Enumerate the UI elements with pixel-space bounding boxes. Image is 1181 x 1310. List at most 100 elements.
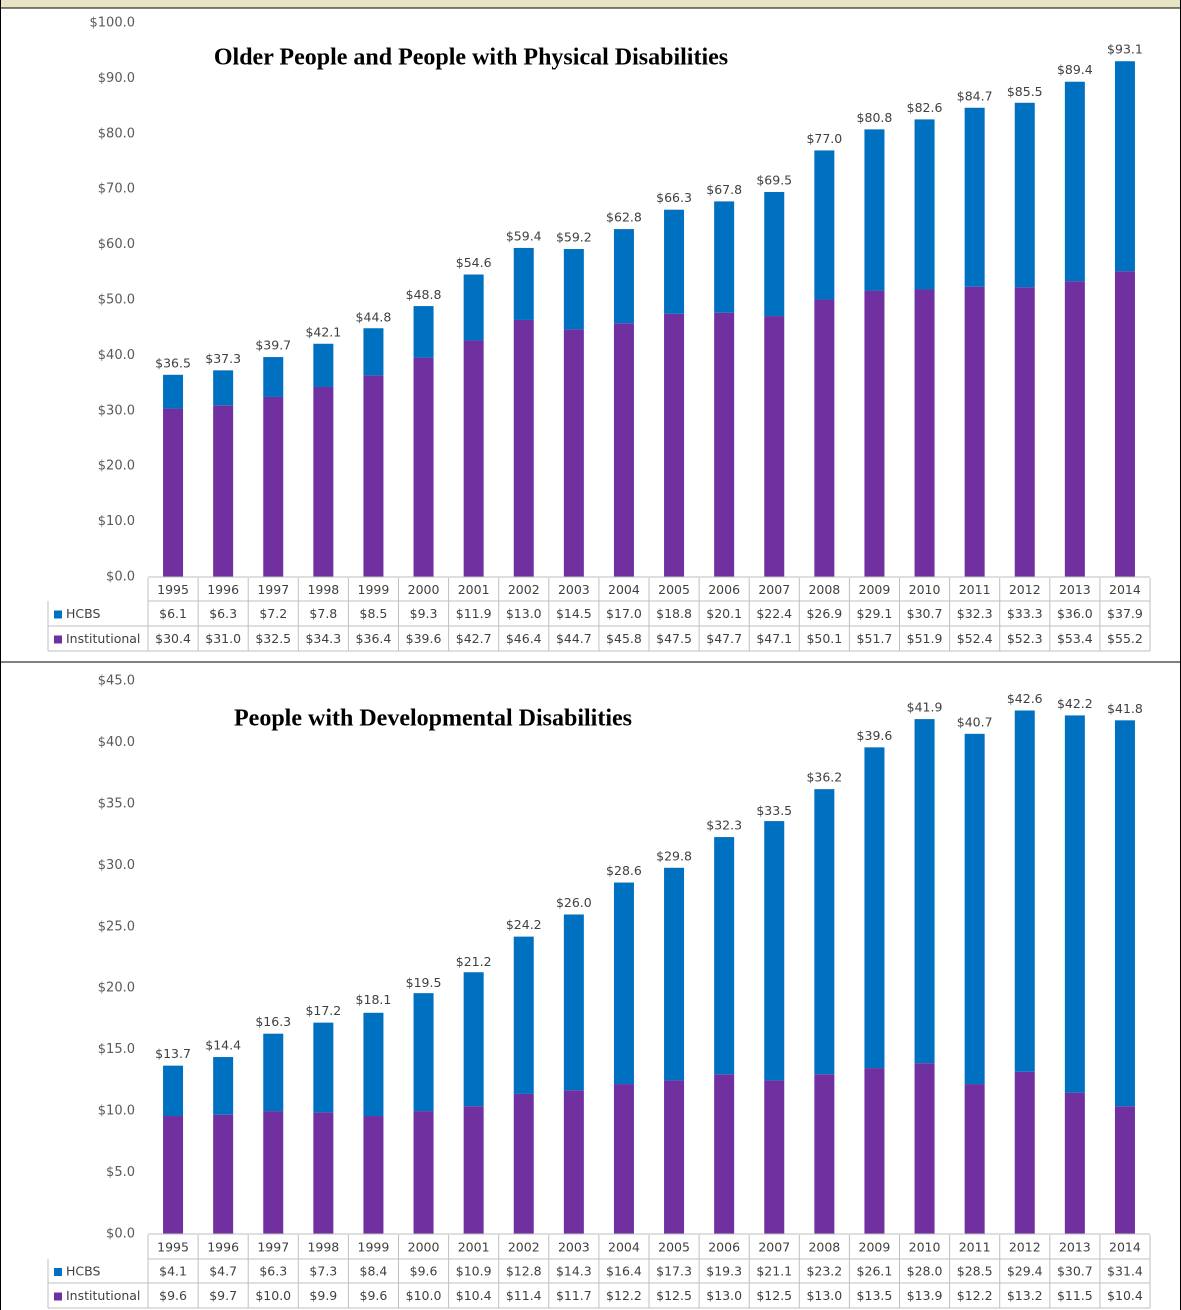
table-value: $7.3 [309,1264,337,1279]
bar-segment [714,201,735,313]
y-tick-label: $30.0 [98,858,135,873]
y-tick-label: $50.0 [98,293,135,308]
table-value: $9.3 [410,606,438,621]
table-value: $47.5 [656,631,692,646]
total-label: $59.4 [506,228,542,243]
total-label: $41.9 [907,700,943,715]
table-value: $30.7 [907,606,943,621]
y-tick-label: $25.0 [98,919,135,934]
bar-segment [764,316,785,577]
total-label: $21.2 [456,954,492,969]
bar-segment [664,209,685,314]
table-value: $21.1 [756,1264,792,1279]
x-tick-label: 2002 [508,1240,540,1255]
bar-segment [413,993,434,1112]
bar-segment [814,1074,835,1234]
bar-segment [513,936,534,1094]
bar-segment [864,129,885,291]
total-label: $67.8 [706,182,742,197]
table-value: $9.6 [410,1264,438,1279]
bar-segment [714,837,735,1075]
x-tick-label: 1999 [358,582,390,597]
total-label: $84.7 [957,88,993,103]
table-value: $6.1 [159,606,187,621]
table-value: $10.4 [1107,1288,1143,1303]
table-value: $29.4 [1007,1264,1043,1279]
x-tick-label: 2006 [708,1240,740,1255]
table-value: $12.5 [756,1288,792,1303]
y-tick-label: $5.0 [106,1165,135,1180]
total-label: $62.8 [606,210,642,225]
bar-segment [764,191,785,317]
table-value: $9.6 [360,1288,388,1303]
bar-segment [363,375,384,577]
bar-segment [1064,81,1085,282]
y-tick-label: $100.0 [90,16,136,31]
table-value: $37.9 [1107,606,1143,621]
bar-segment [1114,61,1135,272]
bar-segment [1014,102,1035,288]
table-value: $50.1 [806,631,842,646]
legend-swatch [54,610,62,619]
x-tick-label: 2003 [558,1240,590,1255]
bar-segment [864,290,885,577]
bar-segment [613,323,634,577]
y-tick-label: $20.0 [98,981,135,996]
table-value: $51.9 [907,631,943,646]
legend-label: Institutional [66,1288,140,1303]
bar-segment [563,1090,584,1234]
x-tick-label: 2000 [408,1240,440,1255]
x-tick-label: 2011 [959,1240,991,1255]
x-tick-label: 2007 [758,582,790,597]
x-tick-label: 2014 [1109,582,1141,597]
total-label: $42.2 [1057,696,1093,711]
x-tick-label: 1996 [207,582,239,597]
bar-segment [463,1106,484,1234]
table-value: $32.5 [255,631,291,646]
y-tick-label: $0.0 [106,1227,135,1242]
total-label: $93.1 [1107,42,1143,57]
table-value: $28.5 [957,1264,993,1279]
table-value: $8.4 [360,1264,388,1279]
y-tick-label: $0.0 [106,570,135,585]
x-tick-label: 2000 [408,582,440,597]
total-label: $69.5 [756,172,792,187]
table-value: $7.2 [259,606,287,621]
y-tick-label: $10.0 [98,514,135,529]
x-tick-label: 1997 [257,1240,289,1255]
bar-segment [664,1080,685,1234]
x-tick-label: 2008 [808,582,840,597]
table-value: $10.0 [255,1288,291,1303]
table-value: $11.5 [1057,1288,1093,1303]
legend-swatch [54,1268,62,1276]
y-tick-label: $80.0 [98,126,135,141]
bar-segment [613,229,634,324]
table-value: $4.7 [209,1264,237,1279]
bar-segment [964,107,985,287]
table-value: $53.4 [1057,631,1093,646]
y-tick-label: $40.0 [98,348,135,363]
bar-segment [213,405,234,577]
bar-segment [163,408,184,577]
total-label: $40.7 [957,714,993,729]
table-value: $11.4 [506,1288,542,1303]
legend-swatch [54,1292,62,1301]
y-tick-label: $10.0 [98,1104,135,1119]
bar-segment [1014,1071,1035,1234]
x-tick-label: 2012 [1009,582,1041,597]
table-value: $28.0 [907,1264,943,1279]
y-tick-label: $40.0 [98,735,135,750]
total-label: $29.8 [656,848,692,863]
y-tick-label: $70.0 [98,182,135,197]
chart-title: Older People and People with Physical Di… [214,45,728,71]
table-value: $26.1 [857,1264,893,1279]
bar-segment [313,386,334,577]
table-value: $29.1 [857,606,893,621]
bar-segment [263,357,284,397]
total-label: $89.4 [1057,62,1093,77]
x-tick-label: 2005 [658,582,690,597]
table-value: $20.1 [706,606,742,621]
x-tick-label: 2001 [458,582,490,597]
y-tick-label: $35.0 [98,796,135,811]
table-value: $30.4 [155,631,191,646]
